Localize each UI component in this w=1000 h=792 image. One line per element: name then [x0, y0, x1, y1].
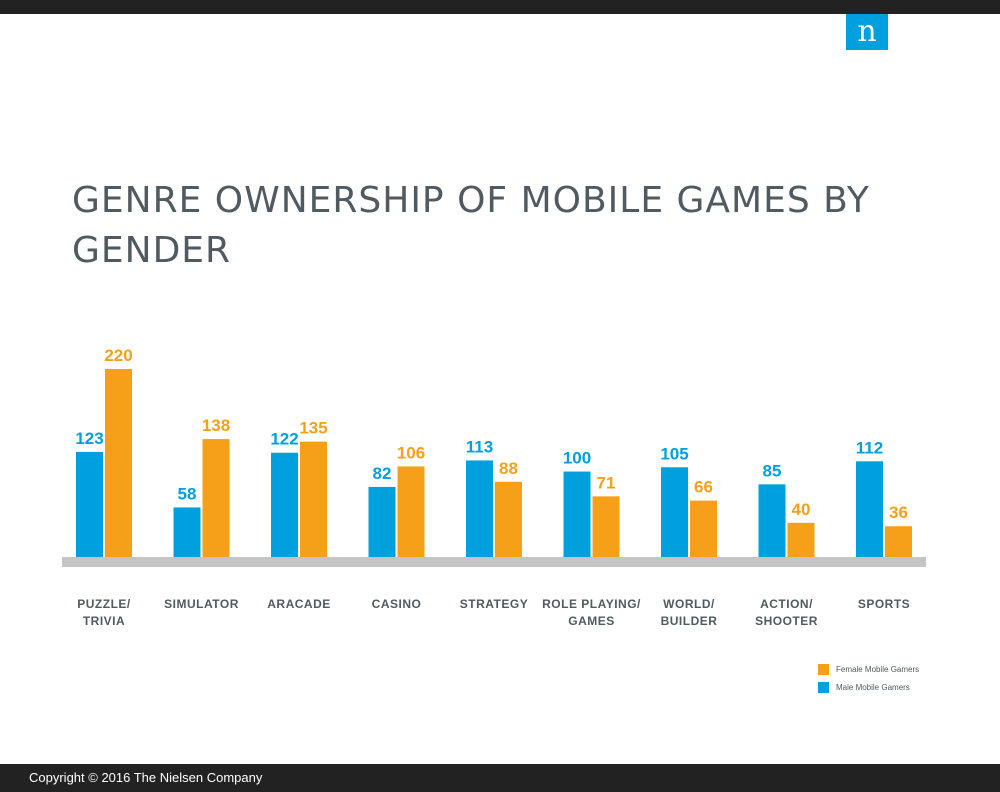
- legend-item-male: Male Mobile Gamers: [818, 678, 919, 696]
- data-label-female: 40: [792, 500, 811, 519]
- copyright-text: Copyright © 2016 The Nielsen Company: [29, 770, 263, 785]
- nielsen-logo: n: [846, 14, 888, 50]
- data-label-male: 123: [75, 429, 103, 448]
- category-label: TRIVIA: [83, 614, 125, 628]
- data-label-female: 71: [597, 473, 616, 492]
- legend-swatch-female: [818, 663, 829, 675]
- legend: Female Mobile Gamers Male Mobile Gamers: [818, 660, 919, 696]
- bar-male: [563, 471, 591, 557]
- data-label-male: 122: [270, 430, 298, 449]
- bar-male: [76, 451, 103, 557]
- category-label: PUZZLE/: [77, 597, 131, 611]
- bar-female: [592, 496, 620, 557]
- data-label-female: 135: [299, 419, 327, 438]
- data-label-female: 66: [694, 478, 713, 497]
- legend-label-male: Male Mobile Gamers: [836, 682, 910, 692]
- category-label: SIMULATOR: [164, 597, 239, 611]
- footer-bar: Copyright © 2016 The Nielsen Company: [0, 764, 1000, 792]
- legend-item-female: Female Mobile Gamers: [818, 660, 919, 678]
- bar-female: [397, 466, 425, 557]
- bar-male: [466, 460, 493, 557]
- chart-title: GENRE OWNERSHIP OF MOBILE GAMES BY GENDE…: [72, 180, 870, 271]
- category-label: ACTION/: [760, 597, 813, 611]
- data-label-male: 113: [466, 437, 493, 456]
- bar-female: [202, 439, 230, 557]
- category-label: SHOOTER: [755, 614, 818, 628]
- category-label: STRATEGY: [460, 597, 528, 611]
- bar-female: [885, 526, 912, 557]
- bar-male: [368, 486, 396, 557]
- data-label-male: 58: [178, 484, 197, 503]
- bar-male: [661, 467, 688, 557]
- bar-male: [173, 507, 201, 557]
- bar-female: [105, 369, 132, 557]
- data-label-female: 36: [889, 503, 908, 522]
- bar-female: [690, 500, 717, 557]
- legend-swatch-male: [818, 681, 829, 693]
- category-label: ROLE PLAYING/: [542, 597, 641, 611]
- category-label: SPORTS: [858, 597, 910, 611]
- data-label-female: 138: [202, 416, 230, 435]
- data-label-male: 85: [763, 461, 782, 480]
- data-label-male: 82: [373, 464, 392, 483]
- bar-male: [758, 484, 786, 557]
- category-label: ARACADE: [267, 597, 331, 611]
- category-label: GAMES: [568, 614, 615, 628]
- data-label-male: 112: [856, 438, 883, 457]
- data-label-male: 105: [660, 444, 688, 463]
- x-axis-baseline: [62, 557, 926, 567]
- bar-male: [856, 461, 883, 557]
- bar-female: [787, 522, 815, 557]
- data-label-female: 220: [104, 346, 132, 365]
- bar-female: [300, 441, 327, 557]
- data-label-male: 100: [563, 449, 591, 468]
- data-label-female: 106: [397, 443, 425, 462]
- category-label: BUILDER: [661, 614, 718, 628]
- category-label: CASINO: [372, 597, 422, 611]
- bar-male: [271, 452, 298, 557]
- legend-label-female: Female Mobile Gamers: [836, 664, 920, 674]
- bar-female: [495, 481, 522, 557]
- data-label-female: 88: [499, 459, 518, 478]
- category-label: WORLD/: [663, 597, 715, 611]
- top-bar: [0, 0, 1000, 14]
